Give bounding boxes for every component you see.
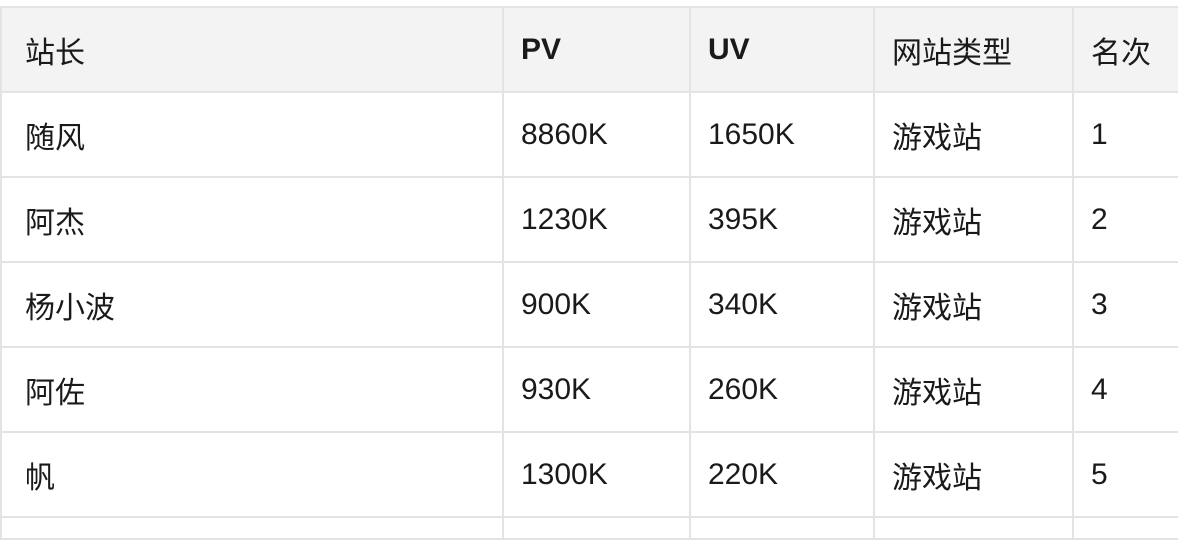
- cell-site-type: 游戏站: [873, 176, 1074, 263]
- table-row: 阿佐 930K 260K 游戏站 4: [0, 346, 1178, 433]
- cell-rank: 2: [1072, 176, 1178, 263]
- cell-empty: [873, 516, 1074, 540]
- header-rank: 名次: [1072, 6, 1178, 93]
- cell-rank: 1: [1072, 91, 1178, 178]
- cell-owner: 杨小波: [0, 261, 504, 348]
- cell-uv: 1650K: [689, 91, 875, 178]
- cell-pv: 900K: [502, 261, 691, 348]
- cell-rank: 3: [1072, 261, 1178, 348]
- cell-owner: 帆: [0, 431, 504, 518]
- header-pv: PV: [502, 6, 691, 93]
- table-row: 杨小波 900K 340K 游戏站 3: [0, 261, 1178, 348]
- cell-site-type: 游戏站: [873, 261, 1074, 348]
- cell-empty: [0, 516, 504, 540]
- cell-pv: 1300K: [502, 431, 691, 518]
- cell-empty: [1072, 516, 1178, 540]
- cell-site-type: 游戏站: [873, 431, 1074, 518]
- cell-pv: 1230K: [502, 176, 691, 263]
- cell-owner: 随风: [0, 91, 504, 178]
- cell-uv: 395K: [689, 176, 875, 263]
- cell-uv: 220K: [689, 431, 875, 518]
- cell-pv: 930K: [502, 346, 691, 433]
- cell-empty: [689, 516, 875, 540]
- header-site-type: 网站类型: [873, 6, 1074, 93]
- cell-empty: [502, 516, 691, 540]
- header-owner: 站长: [0, 6, 504, 93]
- cell-site-type: 游戏站: [873, 346, 1074, 433]
- cell-pv: 8860K: [502, 91, 691, 178]
- table-row: 随风 8860K 1650K 游戏站 1: [0, 91, 1178, 178]
- cell-uv: 340K: [689, 261, 875, 348]
- cell-rank: 4: [1072, 346, 1178, 433]
- cell-uv: 260K: [689, 346, 875, 433]
- cell-owner: 阿佐: [0, 346, 504, 433]
- header-uv: UV: [689, 6, 875, 93]
- cell-rank: 5: [1072, 431, 1178, 518]
- ranking-table-container: 站长 PV UV 网站类型 名次 随风 8860K 1650K 游戏站 1 阿杰…: [0, 6, 1178, 540]
- table-header-row: 站长 PV UV 网站类型 名次: [0, 6, 1178, 93]
- cell-owner: 阿杰: [0, 176, 504, 263]
- table-row: 阿杰 1230K 395K 游戏站 2: [0, 176, 1178, 263]
- cell-site-type: 游戏站: [873, 91, 1074, 178]
- table-row-partial: [0, 516, 1178, 540]
- site-ranking-table: 站长 PV UV 网站类型 名次 随风 8860K 1650K 游戏站 1 阿杰…: [0, 6, 1178, 540]
- table-row: 帆 1300K 220K 游戏站 5: [0, 431, 1178, 518]
